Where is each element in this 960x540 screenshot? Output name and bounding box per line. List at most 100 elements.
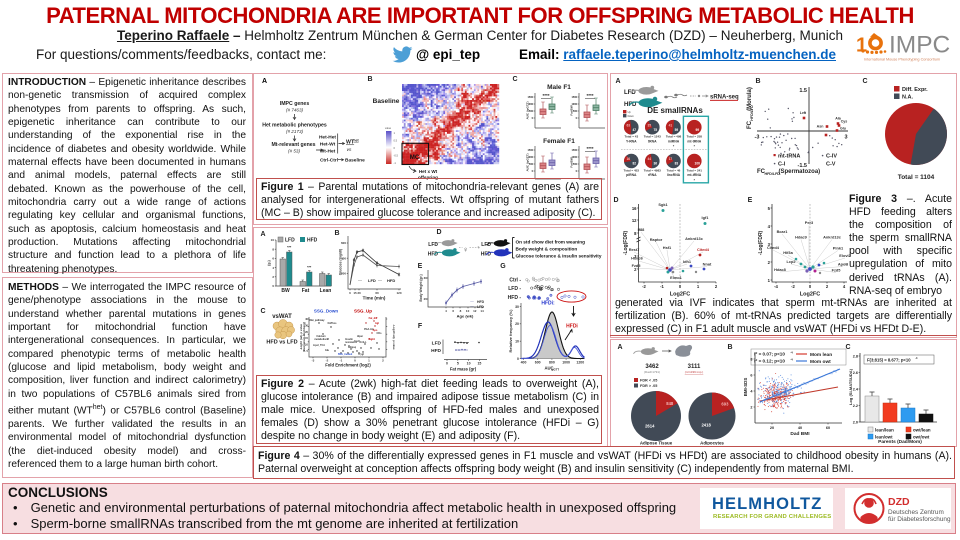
svg-text:3: 3: [634, 254, 637, 259]
svg-text:Total = 4983: Total = 4983: [644, 168, 661, 172]
svg-text:600: 600: [341, 241, 346, 245]
svg-text:C-I: C-I: [778, 162, 786, 168]
svg-text:0: 0: [532, 117, 534, 120]
svg-text:SSG_treated: SSG_treated: [338, 353, 353, 356]
svg-text:20: 20: [424, 297, 428, 301]
svg-text:LFD: LFD: [432, 341, 442, 347]
svg-text:Sgk1: Sgk1: [658, 202, 668, 207]
svg-text:Age (wk): Age (wk): [457, 314, 474, 319]
svg-text:693: 693: [721, 401, 729, 406]
svg-text:N.A.: N.A.: [902, 95, 913, 101]
svg-text:35: 35: [647, 123, 651, 127]
svg-text:1500: 1500: [527, 149, 533, 152]
svg-text:C: C: [260, 308, 265, 315]
svg-text:0: 0: [532, 170, 534, 173]
svg-text:0: 0: [576, 170, 578, 173]
svg-text:CDo: CDo: [377, 332, 382, 335]
svg-text:10: 10: [467, 362, 471, 366]
svg-text:-3: -3: [755, 135, 760, 141]
svg-text:-2: -2: [326, 359, 329, 363]
svg-text:AUC: AUC: [544, 366, 553, 371]
svg-text:metabolism: metabolism: [314, 338, 327, 341]
svg-text:Rest7: Rest7: [629, 247, 640, 252]
svg-text:2.4: 2.4: [853, 388, 859, 392]
svg-text:LFD: LFD: [285, 238, 295, 244]
svg-text:400: 400: [521, 361, 527, 365]
svg-text:2: 2: [768, 260, 771, 265]
svg-text:B: B: [727, 344, 732, 351]
svg-text:Insulin: Insulin: [345, 338, 353, 341]
svg-text:FC: FC: [757, 169, 766, 175]
svg-text:A: A: [262, 78, 267, 85]
svg-text:Total = 1243: Total = 1243: [644, 135, 661, 139]
svg-text:3: 3: [768, 242, 771, 247]
svg-text:Fat/BW: Fat/BW: [570, 157, 574, 168]
svg-text:*: *: [673, 145, 675, 149]
svg-text:-1.5: -1.5: [798, 163, 807, 169]
svg-text:1500: 1500: [571, 96, 577, 99]
svg-text:BW: BW: [281, 288, 290, 294]
svg-text:Nnat: Nnat: [703, 262, 712, 267]
svg-text:1500: 1500: [571, 149, 577, 152]
svg-text:(Benjamani-Hochberg): (Benjamani-Hochberg): [302, 322, 306, 352]
svg-text:Male F1: Male F1: [547, 84, 571, 91]
svg-text:BMI-SDS: BMI-SDS: [743, 378, 748, 397]
svg-text:8: 8: [750, 358, 752, 362]
svg-text:E: E: [748, 197, 753, 204]
svg-text:63: 63: [626, 123, 630, 127]
svg-text:Cited4: Cited4: [697, 247, 710, 252]
svg-text:2418: 2418: [701, 423, 711, 428]
svg-text:0: 0: [354, 359, 356, 363]
svg-text:Hdac8: Hdac8: [774, 267, 787, 272]
svg-text:1: 1: [768, 278, 771, 283]
svg-text:—: —: [470, 299, 474, 303]
svg-text:2: 2: [272, 275, 274, 279]
svg-text:6: 6: [452, 309, 454, 313]
svg-text:-Log10 (adj. p value: -Log10 (adj. p value: [299, 324, 303, 351]
svg-text:848: 848: [666, 401, 674, 406]
svg-text:A: A: [260, 231, 265, 238]
svg-text:30: 30: [515, 305, 519, 309]
svg-text:Leu: Leu: [800, 111, 806, 115]
svg-text:vsWAT: vsWAT: [272, 314, 292, 320]
svg-text:G: G: [500, 263, 506, 270]
svg-text:mt-tRNA: mt-tRNA: [778, 154, 800, 160]
svg-text:offspring: offspring: [418, 175, 438, 180]
svg-text:für Diabetesforschung: für Diabetesforschung: [888, 516, 951, 523]
svg-text:Fox0: Fox0: [354, 340, 360, 343]
svg-text:Lipol_TCA: Lipol_TCA: [313, 344, 325, 347]
svg-text:-4: -4: [915, 356, 918, 360]
svg-text:Apo: Apo: [373, 329, 378, 332]
svg-text:-1: -1: [660, 284, 664, 289]
svg-text:LFD -: LFD -: [508, 286, 521, 292]
svg-text:(Dad=1731): (Dad=1731): [644, 370, 660, 374]
svg-text:20: 20: [515, 322, 519, 326]
svg-text:Total = 43: Total = 43: [624, 135, 638, 139]
svg-text:2.6: 2.6: [853, 371, 858, 375]
svg-text:—: —: [470, 304, 474, 308]
svg-text:-3: -3: [312, 359, 315, 363]
svg-text:C-V: C-V: [826, 162, 836, 168]
svg-text:F: F: [418, 323, 423, 330]
svg-text:sRNA-seq: sRNA-seq: [710, 95, 739, 101]
svg-text:LFD: LFD: [481, 242, 491, 248]
svg-text:Body weight & composition: Body weight & composition: [516, 247, 578, 252]
svg-text:C: C: [845, 344, 850, 351]
svg-text:Hif3a: Hif3a: [783, 250, 793, 255]
svg-text:Agt: Agt: [375, 322, 379, 325]
svg-text:2: 2: [382, 359, 384, 363]
svg-text:Down: Down: [628, 115, 635, 118]
svg-text:LFD: LFD: [477, 305, 484, 309]
svg-text:4: 4: [768, 224, 771, 229]
svg-text:HFD: HFD: [431, 348, 441, 354]
svg-text:—: —: [358, 277, 362, 282]
svg-text:2: 2: [750, 406, 752, 410]
svg-text:0: 0: [679, 284, 682, 289]
svg-text:Fold Enrichment (log2): Fold Enrichment (log2): [325, 363, 371, 368]
svg-text:15: 15: [353, 291, 357, 295]
svg-text:HFD: HFD: [477, 300, 485, 304]
svg-text:Elmo1: Elmo1: [670, 275, 683, 280]
svg-text:Het x Wt: Het x Wt: [419, 169, 438, 174]
svg-text:OxPhos: OxPhos: [327, 322, 337, 325]
svg-text:r² = 0.12; p<10: r² = 0.12; p<10: [754, 359, 785, 364]
